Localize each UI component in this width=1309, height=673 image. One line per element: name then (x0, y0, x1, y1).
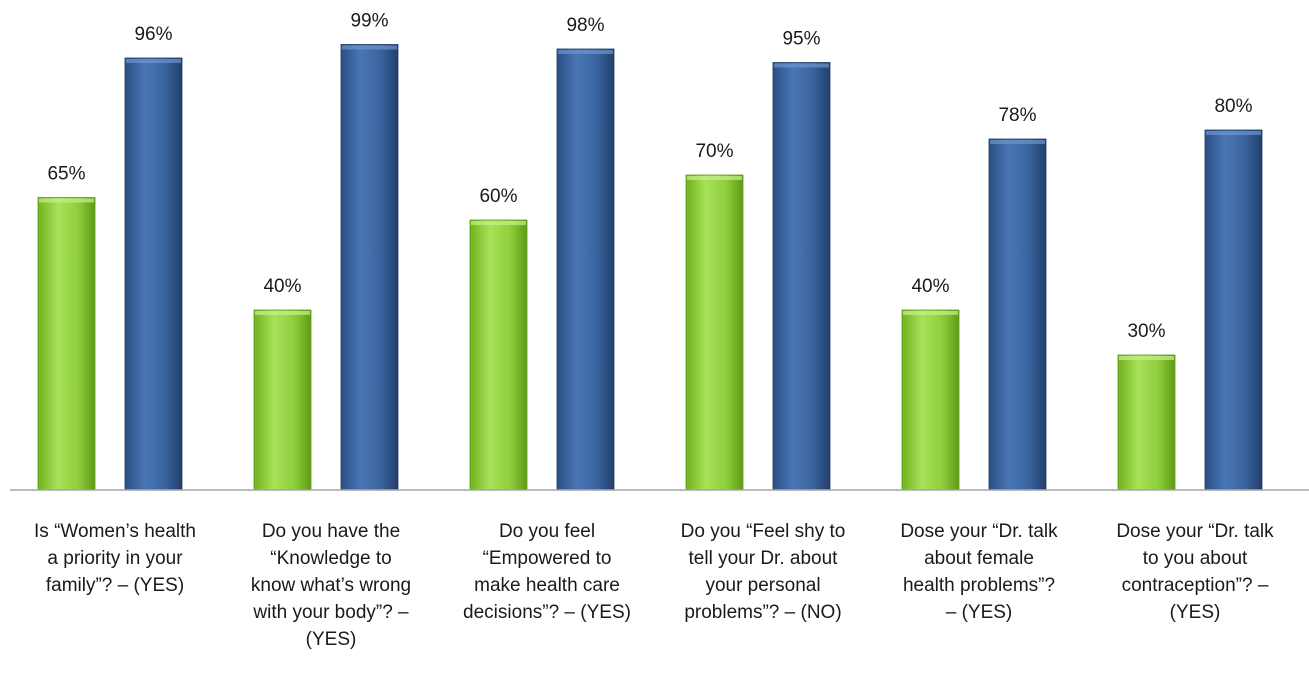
data-label-series-1-cat-2: 40% (263, 276, 301, 297)
data-label-series-1-cat-6: 30% (1127, 321, 1165, 342)
data-label-series-2-cat-3: 98% (566, 15, 604, 36)
bar-series-2-cat-1 (124, 57, 183, 491)
bar-highlight-series-2-cat-2 (342, 45, 397, 50)
category-label-6-line-2: to you about (1143, 548, 1248, 569)
category-label-4-line-2: tell your Dr. about (689, 548, 839, 569)
bar-highlight-series-2-cat-6 (1206, 131, 1261, 135)
bar-highlight-series-1-cat-1 (39, 198, 94, 203)
category-label-1-line-1: Is “Women’s health (34, 521, 196, 542)
bar-series-1-cat-3 (469, 219, 528, 491)
category-label-5-line-1: Dose your “Dr. talk (900, 521, 1058, 542)
category-label-6-line-4: (YES) (1170, 602, 1221, 623)
data-label-series-2-cat-1: 96% (134, 24, 172, 45)
bar-series-2-cat-3 (556, 48, 615, 491)
bar-series-1-cat-1 (37, 197, 96, 491)
category-label-3-line-4: decisions”? – (YES) (463, 602, 631, 623)
category-label-6-line-3: contraception”? – (1122, 575, 1269, 596)
bar-highlight-series-1-cat-2 (255, 311, 310, 315)
bar-series-1-cat-6 (1117, 354, 1176, 491)
category-label-3-line-2: “Empowered to (483, 548, 612, 569)
data-label-series-1-cat-5: 40% (911, 276, 949, 297)
category-label-6-line-1: Dose your “Dr. talk (1116, 521, 1274, 542)
bar-series-2-cat-4 (772, 62, 831, 491)
bar-highlight-series-1-cat-5 (903, 311, 958, 315)
category-label-3-line-1: Do you feel (499, 521, 595, 542)
bar-series-1-cat-2 (253, 309, 312, 491)
category-label-1-line-3: family”? – (YES) (46, 575, 184, 596)
bars-layer (37, 44, 1263, 491)
category-label-4-line-1: Do you “Feel shy to (681, 521, 846, 542)
category-label-3-line-3: make health care (474, 575, 620, 596)
bar-series-1-cat-4 (685, 174, 744, 491)
bar-series-2-cat-2 (340, 44, 399, 491)
category-label-5-line-3: health problems”? (903, 575, 1055, 596)
bar-series-2-cat-5 (988, 138, 1047, 491)
data-label-series-2-cat-6: 80% (1214, 96, 1252, 117)
bar-highlight-series-2-cat-1 (126, 59, 181, 63)
bar-highlight-series-1-cat-6 (1119, 356, 1174, 360)
data-label-series-1-cat-1: 65% (47, 164, 85, 185)
bar-series-2-cat-6 (1204, 129, 1263, 491)
category-label-2-line-2: “Knowledge to (270, 548, 391, 569)
value-labels-layer: 65% 96% 40% 99% 60% 98% 70% 95% 40% 78% 30% 80% (47, 11, 1252, 343)
data-label-series-1-cat-3: 60% (479, 186, 517, 207)
data-label-series-2-cat-5: 78% (998, 105, 1036, 126)
bar-highlight-series-1-cat-4 (687, 176, 742, 180)
bar-highlight-series-2-cat-4 (774, 63, 829, 68)
data-label-series-1-cat-4: 70% (695, 141, 733, 162)
category-label-2-line-4: with your body”? – (252, 602, 409, 623)
category-label-2-line-5: (YES) (306, 629, 357, 650)
category-label-4-line-3: your personal (705, 575, 820, 596)
category-label-1-line-2: a priority in your (47, 548, 183, 569)
category-labels-layer: Is “Women’s health a priority in your fami… (34, 521, 1274, 650)
bar-highlight-series-2-cat-3 (558, 50, 613, 54)
category-label-4-line-4: problems”? – (NO) (684, 602, 841, 623)
category-label-2-line-3: know what’s wrong (251, 575, 411, 596)
data-label-series-2-cat-4: 95% (782, 29, 820, 50)
category-label-2-line-1: Do you have the (262, 521, 400, 542)
bar-series-1-cat-5 (901, 309, 960, 491)
category-label-5-line-2: about female (924, 548, 1034, 569)
bar-highlight-series-1-cat-3 (471, 221, 526, 225)
bar-highlight-series-2-cat-5 (990, 140, 1045, 144)
data-label-series-2-cat-2: 99% (350, 11, 388, 32)
category-label-5-line-4: – (YES) (946, 602, 1013, 623)
